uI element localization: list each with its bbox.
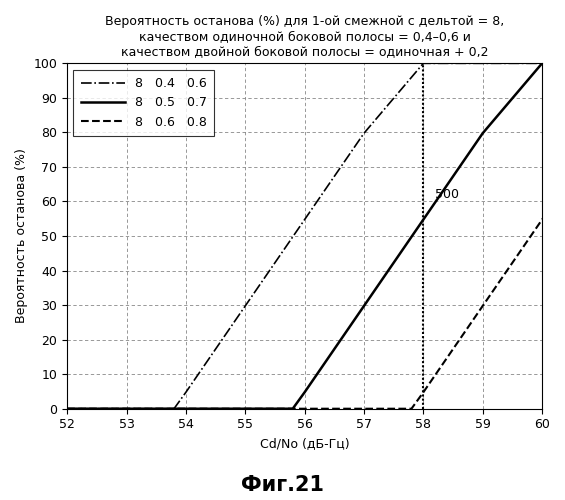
Title: Вероятность останова (%) для 1-ой смежной с дельтой = 8,
качеством одиночной бок: Вероятность останова (%) для 1-ой смежно… (105, 15, 504, 58)
X-axis label: Cd/No (дБ-Гц): Cd/No (дБ-Гц) (260, 437, 349, 450)
Text: Фиг.21: Фиг.21 (241, 475, 324, 495)
Text: 500: 500 (435, 188, 459, 201)
Legend: 8   0.4   0.6, 8   0.5   0.7, 8   0.6   0.8: 8 0.4 0.6, 8 0.5 0.7, 8 0.6 0.8 (73, 70, 214, 136)
Y-axis label: Вероятность останова (%): Вероятность останова (%) (15, 148, 28, 324)
